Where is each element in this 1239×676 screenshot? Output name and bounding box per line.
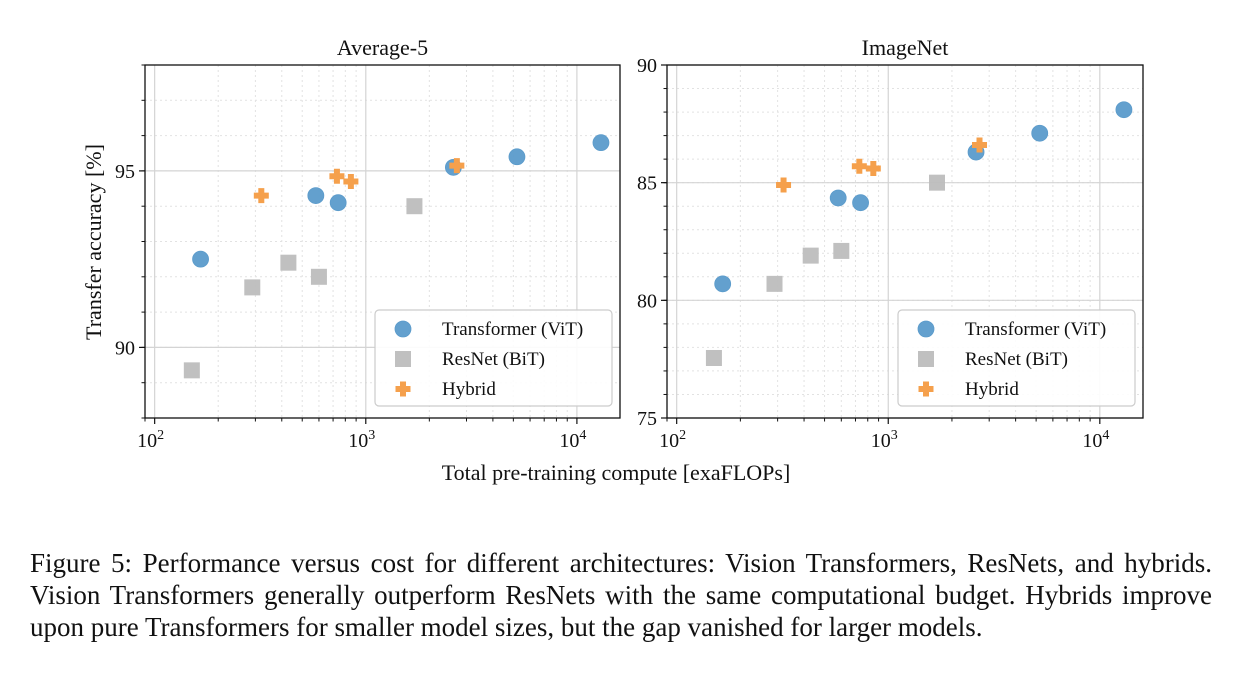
- data-point-circle: [307, 187, 325, 205]
- legend-label: Hybrid: [442, 379, 496, 400]
- x-tick-label: 102: [137, 428, 164, 452]
- series-square: [183, 198, 423, 379]
- legend-marker-plus: [395, 381, 411, 397]
- legend-marker-square: [395, 351, 411, 367]
- panel-1: 102 103 104 75 80 85 90 ImageNet Transformer (Vi…: [637, 35, 1144, 452]
- data-point-square: [310, 268, 327, 285]
- data-point-square: [766, 275, 783, 292]
- series-square: [705, 174, 946, 366]
- legend-label: ResNet (BiT): [442, 349, 545, 370]
- data-point-square: [244, 279, 261, 296]
- data-point-plus: [253, 188, 269, 204]
- data-point-square: [705, 349, 722, 366]
- panel-title: Average-5: [337, 35, 428, 60]
- series-plus: [776, 137, 988, 193]
- data-point-plus: [343, 173, 359, 189]
- x-tick-label: 103: [871, 428, 898, 452]
- data-point-circle: [714, 275, 732, 293]
- legend-marker-square: [918, 351, 934, 367]
- data-point-plus: [865, 161, 881, 177]
- data-point-circle: [1031, 124, 1049, 142]
- data-point-circle: [852, 194, 869, 212]
- data-point-plus: [776, 177, 792, 193]
- y-tick-label: 90: [637, 55, 657, 77]
- data-point-square: [406, 198, 423, 215]
- data-point-square: [280, 254, 297, 271]
- y-tick-label: 90: [115, 337, 135, 359]
- x-tick-label: 102: [659, 428, 686, 452]
- data-point-square: [802, 247, 819, 264]
- figure: 102 103 104 90 95 Average-5 Transformer (ViT) R…: [81, 35, 1144, 485]
- data-point-plus: [972, 137, 988, 153]
- data-point-circle: [829, 189, 847, 207]
- data-point-circle: [508, 148, 526, 166]
- x-tick-label: 103: [348, 428, 375, 452]
- legend-marker-circle: [917, 320, 935, 338]
- x-axis-label: Total pre-training compute [exaFLOPs]: [442, 460, 791, 485]
- data-point-plus: [449, 158, 465, 174]
- data-point-circle: [592, 134, 610, 152]
- panel-title: ImageNet: [862, 35, 949, 60]
- y-tick-label: 95: [115, 161, 135, 183]
- data-point-circle: [1115, 101, 1133, 119]
- data-point-square: [833, 242, 850, 259]
- legend: Transformer (ViT) ResNet (BiT) Hybrid: [374, 309, 613, 407]
- series-plus: [253, 158, 465, 204]
- x-tick-label: 104: [1082, 428, 1109, 452]
- legend-label: Transformer (ViT): [442, 319, 583, 340]
- data-point-square: [929, 174, 946, 191]
- legend: Transformer (ViT) ResNet (BiT) Hybrid: [897, 309, 1136, 407]
- data-point-square: [183, 362, 200, 379]
- x-tick-label: 104: [559, 428, 586, 452]
- legend-label: ResNet (BiT): [965, 349, 1068, 370]
- legend-marker-circle: [394, 320, 412, 338]
- y-tick-label: 75: [637, 408, 657, 430]
- legend-box: [374, 309, 613, 407]
- figure-caption: Figure 5: Performance versus cost for di…: [30, 548, 1212, 642]
- data-point-plus: [329, 168, 345, 184]
- legend-label: Transformer (ViT): [965, 319, 1106, 340]
- data-point-circle: [192, 250, 209, 268]
- y-tick-label: 85: [637, 173, 657, 195]
- y-axis-label: Transfer accuracy [%]: [81, 144, 106, 340]
- axes-frame: [666, 64, 1144, 419]
- data-point-circle: [329, 194, 347, 212]
- legend-box: [897, 309, 1136, 407]
- panel-0: 102 103 104 90 95 Average-5 Transformer (ViT) R…: [115, 35, 621, 452]
- y-tick-label: 80: [637, 290, 657, 312]
- data-point-plus: [851, 158, 867, 174]
- legend-marker-plus: [918, 381, 934, 397]
- legend-label: Hybrid: [965, 379, 1019, 400]
